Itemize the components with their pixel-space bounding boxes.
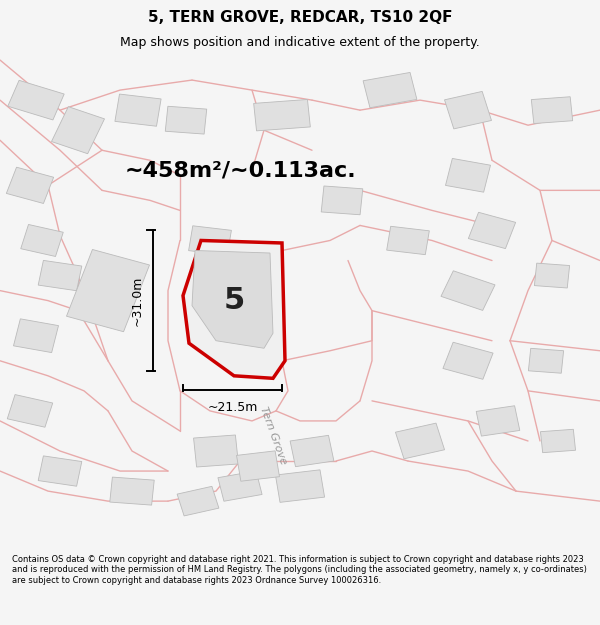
Text: Map shows position and indicative extent of the property.: Map shows position and indicative extent… — [120, 36, 480, 49]
Polygon shape — [529, 348, 563, 373]
Polygon shape — [476, 406, 520, 436]
Polygon shape — [7, 168, 53, 204]
Polygon shape — [110, 477, 154, 505]
Text: Tern Grove: Tern Grove — [258, 406, 288, 466]
Polygon shape — [7, 394, 53, 428]
Polygon shape — [321, 186, 363, 215]
Polygon shape — [38, 456, 82, 486]
Polygon shape — [441, 271, 495, 311]
Polygon shape — [445, 91, 491, 129]
Polygon shape — [188, 226, 232, 255]
Polygon shape — [275, 470, 325, 502]
Polygon shape — [290, 436, 334, 467]
Polygon shape — [192, 251, 273, 348]
Polygon shape — [254, 99, 310, 131]
Polygon shape — [52, 107, 104, 154]
Polygon shape — [535, 263, 569, 288]
Polygon shape — [445, 159, 491, 192]
Text: ~31.0m: ~31.0m — [131, 276, 144, 326]
Polygon shape — [177, 486, 219, 516]
Text: ~21.5m: ~21.5m — [208, 401, 257, 414]
Text: ~458m²/~0.113ac.: ~458m²/~0.113ac. — [124, 160, 356, 180]
Polygon shape — [183, 241, 285, 378]
Polygon shape — [21, 224, 63, 256]
Polygon shape — [194, 435, 238, 467]
Text: Contains OS data © Crown copyright and database right 2021. This information is : Contains OS data © Crown copyright and d… — [12, 555, 587, 585]
Polygon shape — [13, 319, 59, 352]
Polygon shape — [67, 249, 149, 332]
Polygon shape — [218, 471, 262, 501]
Polygon shape — [395, 423, 445, 459]
Polygon shape — [38, 261, 82, 291]
Polygon shape — [386, 226, 430, 254]
Polygon shape — [541, 429, 575, 452]
Polygon shape — [115, 94, 161, 126]
Text: 5: 5 — [223, 286, 245, 315]
Polygon shape — [236, 451, 280, 481]
Polygon shape — [532, 97, 572, 124]
Text: 5, TERN GROVE, REDCAR, TS10 2QF: 5, TERN GROVE, REDCAR, TS10 2QF — [148, 10, 452, 25]
Polygon shape — [363, 72, 417, 107]
Polygon shape — [469, 213, 515, 249]
Polygon shape — [8, 81, 64, 120]
Polygon shape — [443, 342, 493, 379]
Polygon shape — [165, 106, 207, 134]
